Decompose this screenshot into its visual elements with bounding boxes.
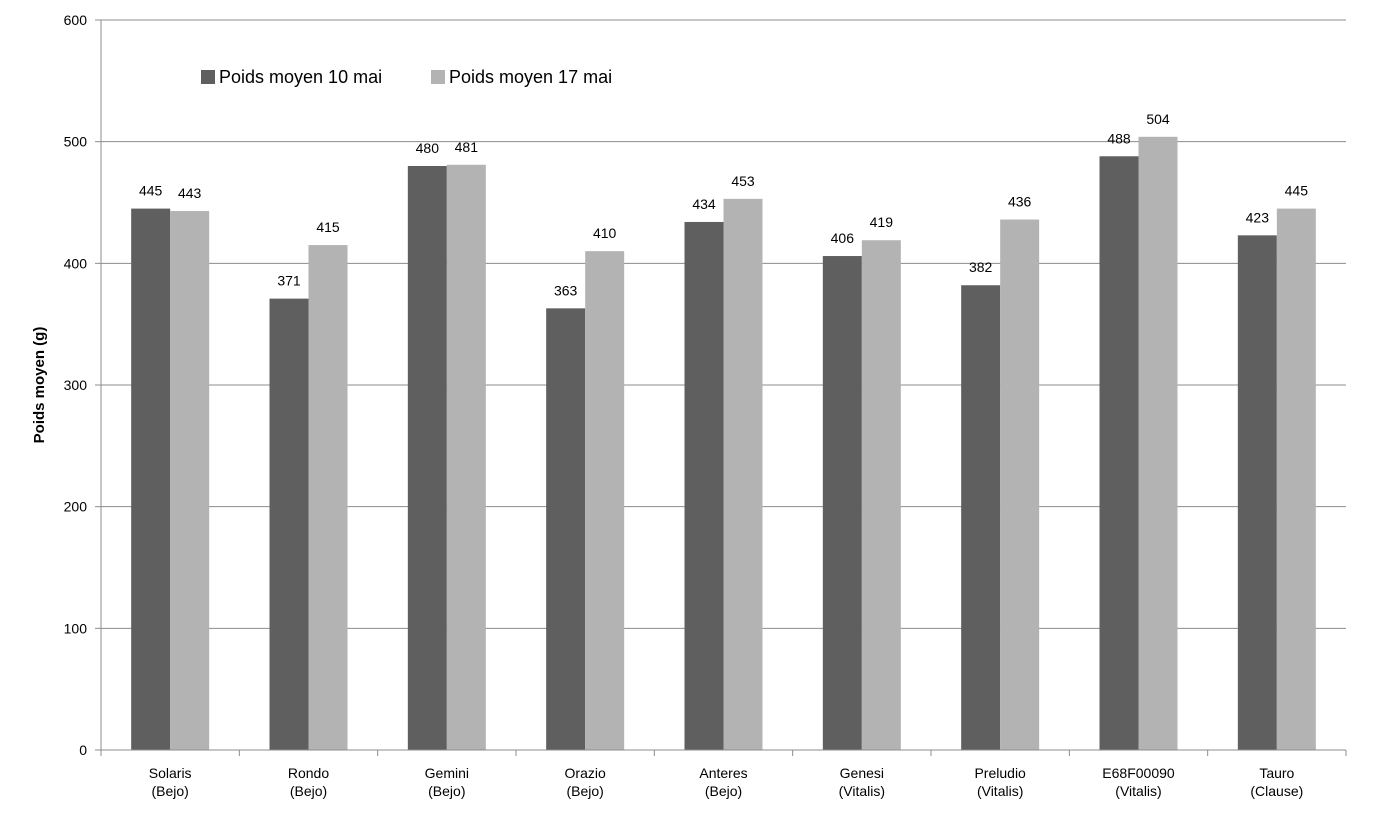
bar (1276, 208, 1316, 751)
data-label: 445 (1285, 183, 1309, 199)
bar (269, 298, 309, 750)
legend-swatch (431, 70, 445, 84)
y-tick-label: 100 (64, 620, 88, 636)
data-label: 371 (277, 273, 301, 289)
bar (822, 256, 862, 750)
x-tick-label: Solaris (Bejo) (149, 765, 192, 799)
data-label: 423 (1246, 209, 1270, 225)
data-label: 453 (731, 173, 755, 189)
data-label: 481 (455, 139, 479, 155)
x-tick-label: E68F00090 (Vitalis) (1102, 765, 1175, 799)
bar (723, 198, 763, 751)
data-label: 419 (870, 214, 894, 230)
data-label: 382 (969, 259, 993, 275)
data-label: 445 (139, 183, 163, 199)
data-label: 434 (692, 196, 716, 212)
bar (170, 211, 210, 750)
y-tick-label: 300 (64, 377, 88, 393)
x-tick-label: Orazio (Bejo) (565, 765, 606, 799)
bar (684, 221, 724, 750)
data-label: 363 (554, 282, 578, 298)
legend-swatch (201, 70, 215, 84)
data-label: 410 (593, 225, 617, 241)
bar (1237, 235, 1277, 751)
bar (546, 308, 586, 750)
y-axis-title: Poids moyen (g) (31, 327, 48, 444)
bar (446, 164, 486, 751)
x-tick-label: Genesi (Vitalis) (839, 765, 885, 799)
bar (1138, 136, 1178, 751)
legend-label: Poids moyen 17 mai (449, 67, 612, 87)
y-tick-label: 0 (79, 742, 87, 758)
y-tick-label: 400 (64, 255, 88, 271)
data-label: 443 (178, 185, 202, 201)
x-tick-label: Preludio (Vitalis) (974, 765, 1026, 799)
bar (861, 240, 901, 750)
bar (308, 245, 348, 751)
data-label: 415 (316, 219, 340, 235)
bar (131, 208, 171, 751)
data-label: 406 (831, 230, 855, 246)
legend: Poids moyen 10 mai Poids moyen 17 mai (201, 67, 612, 87)
x-tick-label: Anteres (Bejo) (699, 765, 747, 799)
data-label: 504 (1146, 111, 1170, 127)
data-labels: 445 443 371 415 480 481 363 410 434 453 406 419 382 4… (139, 111, 1308, 299)
bar (407, 166, 447, 750)
y-tick-label: 200 (64, 499, 88, 515)
y-tick-label: 600 (64, 12, 88, 28)
axes: 0 100 200 300 400 500 600 Solaris (Bejo) Rondo (Be… (64, 12, 1347, 799)
y-tick-label: 500 (64, 134, 88, 150)
bar (585, 251, 625, 750)
legend-label: Poids moyen 10 mai (219, 67, 382, 87)
bar (961, 285, 1001, 750)
data-label: 436 (1008, 194, 1032, 210)
data-label: 488 (1107, 130, 1131, 146)
x-tick-label: Rondo (Bejo) (288, 765, 329, 799)
bar (1099, 156, 1139, 750)
x-tick-label: Tauro (Clause) (1250, 765, 1303, 799)
bars (131, 136, 1316, 751)
bar (1000, 219, 1040, 751)
x-tick-label: Gemini (Bejo) (425, 765, 469, 799)
data-label: 480 (416, 140, 440, 156)
